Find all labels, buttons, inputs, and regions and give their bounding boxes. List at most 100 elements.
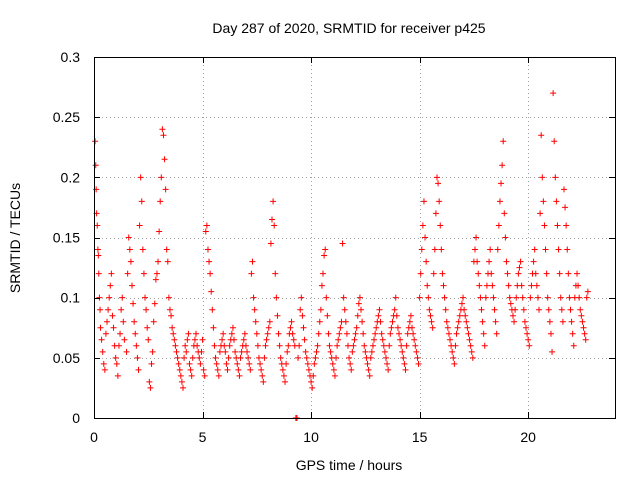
data-point — [501, 210, 508, 217]
data-point — [164, 258, 171, 265]
data-point — [224, 366, 231, 373]
data-point — [188, 372, 195, 379]
data-point — [515, 270, 522, 277]
data-point — [542, 246, 549, 253]
data-point — [266, 318, 273, 325]
data-point — [482, 294, 489, 301]
data-point — [506, 294, 513, 301]
data-point — [543, 270, 550, 277]
data-point — [114, 372, 121, 379]
data-point — [438, 246, 445, 253]
data-point — [97, 324, 104, 331]
y-tick-label: 0.3 — [61, 49, 81, 65]
data-point — [157, 198, 164, 205]
data-point — [189, 354, 196, 361]
data-point — [182, 342, 189, 349]
data-point — [413, 348, 420, 355]
data-point — [369, 342, 376, 349]
data-point — [557, 294, 564, 301]
data-point — [481, 342, 488, 349]
data-point — [282, 378, 289, 385]
data-point — [308, 378, 315, 385]
data-point — [544, 294, 551, 301]
data-point — [272, 270, 279, 277]
data-point — [223, 360, 230, 367]
data-point — [264, 330, 271, 337]
data-point — [310, 372, 317, 379]
data-point — [404, 330, 411, 337]
data-point — [162, 186, 169, 193]
data-point — [244, 348, 251, 355]
data-point — [336, 330, 343, 337]
data-point — [412, 342, 419, 349]
data-point — [440, 282, 447, 289]
data-point — [552, 174, 559, 181]
data-point — [153, 270, 160, 277]
x-tick-label: 15 — [412, 429, 428, 445]
data-point — [525, 336, 532, 343]
data-point — [560, 186, 567, 193]
data-point — [309, 384, 316, 391]
data-point — [527, 294, 534, 301]
data-point — [125, 234, 132, 241]
data-point — [431, 246, 438, 253]
y-axis-label: SRMTID / TECUs — [7, 183, 23, 293]
data-point — [365, 366, 372, 373]
y-tick-label: 0.25 — [53, 109, 80, 125]
data-point — [367, 354, 374, 361]
data-point — [159, 126, 166, 133]
data-point — [435, 180, 442, 187]
data-point — [169, 324, 176, 331]
data-point — [302, 348, 309, 355]
data-point — [150, 318, 157, 325]
data-point — [420, 198, 427, 205]
data-point — [106, 294, 113, 301]
x-tick-labels: 0 5 10 15 20 — [90, 429, 536, 445]
data-point — [540, 198, 547, 205]
data-point — [119, 294, 126, 301]
data-point — [280, 372, 287, 379]
data-point — [324, 312, 331, 319]
data-point — [539, 174, 546, 181]
data-point — [411, 336, 418, 343]
data-point — [414, 354, 421, 361]
data-point — [391, 306, 398, 313]
data-point — [350, 342, 357, 349]
data-point — [505, 282, 512, 289]
data-point — [556, 270, 563, 277]
data-point — [353, 324, 360, 331]
data-point — [259, 372, 266, 379]
data-point — [582, 336, 589, 343]
data-point — [378, 330, 385, 337]
data-point — [254, 342, 261, 349]
data-point — [331, 372, 338, 379]
x-tick-label: 10 — [303, 429, 319, 445]
data-point — [229, 324, 236, 331]
data-point — [203, 222, 210, 229]
data-point — [175, 360, 182, 367]
data-point — [323, 294, 330, 301]
data-point — [468, 348, 475, 355]
data-point — [183, 348, 190, 355]
data-point — [423, 258, 430, 265]
data-point — [212, 354, 219, 361]
x-tick-label: 20 — [520, 429, 536, 445]
data-point — [533, 282, 540, 289]
data-point — [346, 354, 353, 361]
data-point — [432, 210, 439, 217]
data-point — [118, 306, 125, 313]
data-point — [241, 330, 248, 337]
data-point — [467, 342, 474, 349]
data-point — [213, 360, 220, 367]
data-point — [376, 306, 383, 313]
data-point — [426, 306, 433, 313]
data-point — [456, 312, 463, 319]
data-point — [147, 384, 154, 391]
data-point — [283, 360, 290, 367]
data-point — [428, 318, 435, 325]
data-point — [191, 336, 198, 343]
data-point — [461, 306, 468, 313]
data-point — [453, 330, 460, 337]
data-point — [473, 234, 480, 241]
